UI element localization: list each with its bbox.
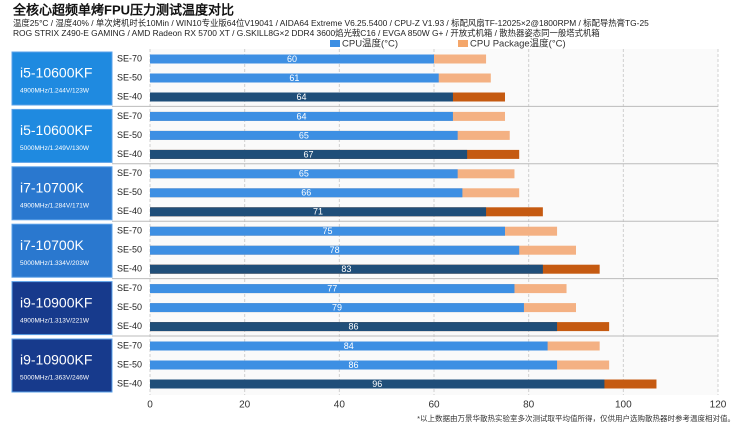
x-tick-label: 60	[428, 400, 440, 411]
legend-swatch	[330, 40, 340, 47]
bar	[150, 111, 453, 121]
data-label: 61	[289, 73, 299, 83]
data-label: 86	[349, 360, 359, 370]
cpu-name: i7-10700K	[20, 237, 84, 253]
x-tick-label: 20	[239, 400, 251, 411]
chart-title: 全核心超频单烤FPU压力测试温度对比	[12, 2, 234, 17]
cpu-name: i5-10600KF	[20, 65, 92, 81]
category-label: SE-50	[117, 302, 142, 312]
cpu-box	[11, 338, 113, 393]
x-tick-label: 80	[523, 400, 535, 411]
bar	[150, 169, 458, 179]
data-label: 64	[296, 111, 306, 121]
cpu-name: i9-10900KF	[20, 352, 92, 368]
cpu-spec: 4900MHz/1.313V/221W	[20, 317, 90, 324]
legend-label: CPU温度(°C)	[342, 38, 398, 50]
data-label: 96	[372, 379, 382, 389]
legend-swatch	[458, 40, 468, 47]
bar	[150, 226, 505, 236]
data-label: 75	[322, 226, 332, 236]
category-label: SE-70	[117, 111, 142, 121]
category-label: SE-50	[117, 187, 142, 197]
data-label: 67	[304, 149, 314, 159]
category-label: SE-70	[117, 226, 142, 236]
category-label: SE-40	[117, 264, 142, 274]
x-tick-label: 40	[334, 400, 346, 411]
cpu-spec: 5000MHz/1.249V/130W	[20, 145, 90, 152]
category-label: SE-40	[117, 206, 142, 216]
bar	[150, 379, 605, 389]
data-label: 66	[301, 188, 311, 198]
bar	[150, 341, 548, 351]
cpu-spec: 5000MHz/1.334V/203W	[20, 260, 90, 267]
data-label: 77	[327, 283, 337, 293]
bar	[150, 303, 524, 313]
category-label: SE-70	[117, 168, 142, 178]
data-label: 83	[341, 264, 351, 274]
cpu-box	[11, 281, 113, 336]
x-tick-label: 100	[615, 400, 632, 411]
category-label: SE-50	[117, 359, 142, 369]
data-label: 65	[299, 169, 309, 179]
bar	[150, 188, 463, 198]
bar	[150, 264, 543, 274]
cpu-name: i5-10600KF	[20, 122, 92, 138]
data-label: 86	[349, 321, 359, 331]
category-label: SE-70	[117, 340, 142, 350]
subtitle: 温度25°C / 湿度40% / 单次烤机时长10Min / WIN10专业版6…	[13, 18, 649, 28]
cpu-spec: 4900MHz/1.284V/171W	[20, 203, 90, 210]
bar	[150, 149, 468, 159]
subtitle: ROG STRIX Z490-E GAMING / AMD Radeon RX …	[13, 28, 600, 38]
cpu-box	[11, 223, 113, 278]
category-label: SE-50	[117, 130, 142, 140]
bar	[150, 322, 558, 332]
footnote: *以上数据由万景华散热实验室多次测试取平均值所得，仅供用户选购散热器时参考温度相…	[417, 413, 735, 423]
cpu-name: i9-10900KF	[20, 294, 92, 310]
data-label: 78	[330, 245, 340, 255]
bar	[150, 130, 458, 140]
category-label: SE-70	[117, 283, 142, 293]
data-label: 65	[299, 130, 309, 140]
x-tick-label: 0	[147, 400, 153, 411]
cpu-box	[11, 108, 113, 163]
category-label: SE-50	[117, 72, 142, 82]
bar	[150, 207, 487, 217]
cpu-spec: 5000MHz/1.363V/246W	[20, 375, 90, 382]
data-label: 64	[296, 92, 306, 102]
cpu-spec: 4900MHz/1.244V/123W	[20, 88, 90, 95]
category-label: SE-40	[117, 321, 142, 331]
cpu-name: i7-10700K	[20, 180, 84, 196]
bar	[150, 73, 439, 83]
data-label: 79	[332, 302, 342, 312]
data-label: 71	[313, 207, 323, 217]
cpu-box	[11, 51, 113, 106]
bar	[150, 92, 453, 102]
bar	[150, 54, 434, 64]
cpu-box	[11, 166, 113, 221]
category-label: SE-40	[117, 149, 142, 159]
bar	[150, 245, 520, 255]
category-label: SE-50	[117, 245, 142, 255]
bar	[150, 284, 515, 294]
legend-label: CPU Package温度(°C)	[470, 38, 566, 50]
x-tick-label: 120	[710, 400, 727, 411]
category-label: SE-70	[117, 53, 142, 63]
data-label: 60	[287, 54, 297, 64]
category-label: SE-40	[117, 378, 142, 388]
bar	[150, 360, 558, 370]
category-label: SE-40	[117, 91, 142, 101]
data-label: 84	[344, 341, 354, 351]
